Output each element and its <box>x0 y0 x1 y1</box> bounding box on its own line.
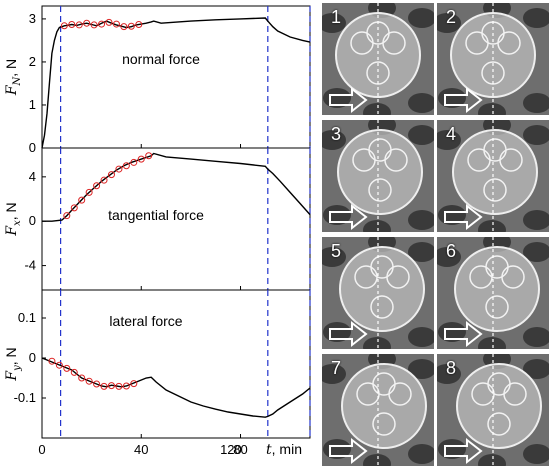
fit-marker <box>107 382 115 390</box>
fit-marker <box>145 152 153 160</box>
series-line <box>42 152 311 222</box>
y-tick-label: 1 <box>29 97 36 112</box>
photo-image <box>437 354 549 466</box>
fit-marker <box>115 165 123 173</box>
photo-number: 7 <box>331 358 342 378</box>
fit-marker <box>70 204 78 212</box>
series-line <box>41 17 311 149</box>
fit-marker <box>135 21 143 29</box>
photo-number: 6 <box>446 241 457 261</box>
y-tick-label: 0.1 <box>18 310 36 325</box>
fit-marker <box>130 380 138 388</box>
photo-image <box>437 237 549 349</box>
photo-number: 8 <box>446 358 457 378</box>
fit-marker <box>85 188 93 196</box>
panel-frame <box>41 5 311 149</box>
fit-marker <box>85 377 93 385</box>
x-tick-label: 120 <box>220 442 242 457</box>
photo-frame-2: 2 <box>437 3 549 115</box>
panel-1: 0 1 2 3 normal force FN, N <box>3 5 311 155</box>
photo-image <box>322 354 434 466</box>
photo-frame-3: 3 <box>322 120 434 232</box>
panel-annotation: lateral force <box>109 313 182 329</box>
panel-annotation: normal force <box>122 51 200 67</box>
arrow-right-icon <box>444 203 483 231</box>
y-tick-label: 0 <box>29 213 36 228</box>
x-tick-label: 0 <box>38 442 45 457</box>
arrow-right-icon <box>444 86 483 114</box>
panel-3: -0.1 0 0.1 0 40 80 lateral force Fy, N t, min <box>3 289 311 458</box>
x-axis-label: t, min <box>266 441 302 458</box>
fit-marker <box>48 357 56 365</box>
photo-number: 2 <box>446 7 457 27</box>
y-tick-label: 2 <box>29 54 36 69</box>
y-tick-label: 4 <box>29 169 36 184</box>
photo-image <box>322 3 434 115</box>
fit-marker <box>122 382 130 390</box>
photo-frame-5: 5 <box>322 237 434 349</box>
photo-frame-6: 6 <box>437 237 549 349</box>
fit-marker <box>63 364 71 372</box>
arrow-right-icon <box>444 320 483 348</box>
x-tick-label: 80 <box>233 442 247 457</box>
fit-marker <box>137 155 145 163</box>
force-charts: 0 1 2 3 normal force FN, N -4 0 4 tangential forc… <box>3 5 311 458</box>
arrow-right-icon <box>329 320 368 348</box>
arrow-right-icon <box>329 203 368 231</box>
fit-marker <box>83 19 91 27</box>
y-tick-label: 3 <box>29 11 36 26</box>
fit-marker <box>63 212 71 220</box>
photo-number: 4 <box>446 124 457 144</box>
photo-frame-7: 7 <box>322 354 434 466</box>
fit-marker <box>100 176 108 184</box>
fit-marker <box>75 21 83 29</box>
fit-marker <box>90 21 98 29</box>
panel-annotation: tangential force <box>108 207 204 223</box>
photo-number: 5 <box>331 241 342 261</box>
x-tick-label: 40 <box>134 442 148 457</box>
fit-marker <box>68 21 76 29</box>
y-tick-label: 0 <box>29 350 36 365</box>
fit-marker <box>78 374 86 382</box>
fit-marker <box>70 368 78 376</box>
fit-marker <box>112 20 120 28</box>
fit-marker <box>120 23 128 31</box>
photo-frame-1: 1 <box>322 3 434 115</box>
photo-number: 1 <box>331 7 342 27</box>
fit-marker <box>105 18 113 26</box>
photo-number: 3 <box>331 124 342 144</box>
fit-marker <box>55 361 63 369</box>
y-axis-label: Fx, N <box>3 202 23 236</box>
y-tick-label: -0.1 <box>14 390 36 405</box>
fit-marker <box>127 22 135 30</box>
y-tick-label: -4 <box>24 258 36 273</box>
photo-image <box>322 237 434 349</box>
arrow-right-icon <box>329 437 368 465</box>
fit-marker <box>98 20 106 28</box>
fit-marker <box>115 382 123 390</box>
y-axis-label: Fy, N <box>3 347 23 381</box>
photo-grid: 1 2 3 4 5 6 7 8 <box>318 0 550 467</box>
arrow-right-icon <box>444 437 483 465</box>
fit-marker <box>93 182 101 190</box>
series-line <box>41 357 311 418</box>
photo-image <box>437 120 549 232</box>
fit-marker <box>78 196 86 204</box>
fit-marker <box>107 171 115 179</box>
fit-marker <box>122 162 130 170</box>
fit-marker <box>130 158 138 166</box>
photo-image <box>322 120 434 232</box>
fit-marker <box>60 22 68 30</box>
arrow-right-icon <box>329 86 368 114</box>
y-tick-label: 0 <box>29 140 36 155</box>
photo-frame-8: 8 <box>437 354 549 466</box>
fit-marker <box>93 380 101 388</box>
panel-2: -4 0 4 tangential force Fx, N <box>3 147 311 291</box>
y-axis-label: FN, N <box>3 59 23 96</box>
photo-image <box>437 3 549 115</box>
photo-frame-4: 4 <box>437 120 549 232</box>
fit-marker <box>100 382 108 390</box>
